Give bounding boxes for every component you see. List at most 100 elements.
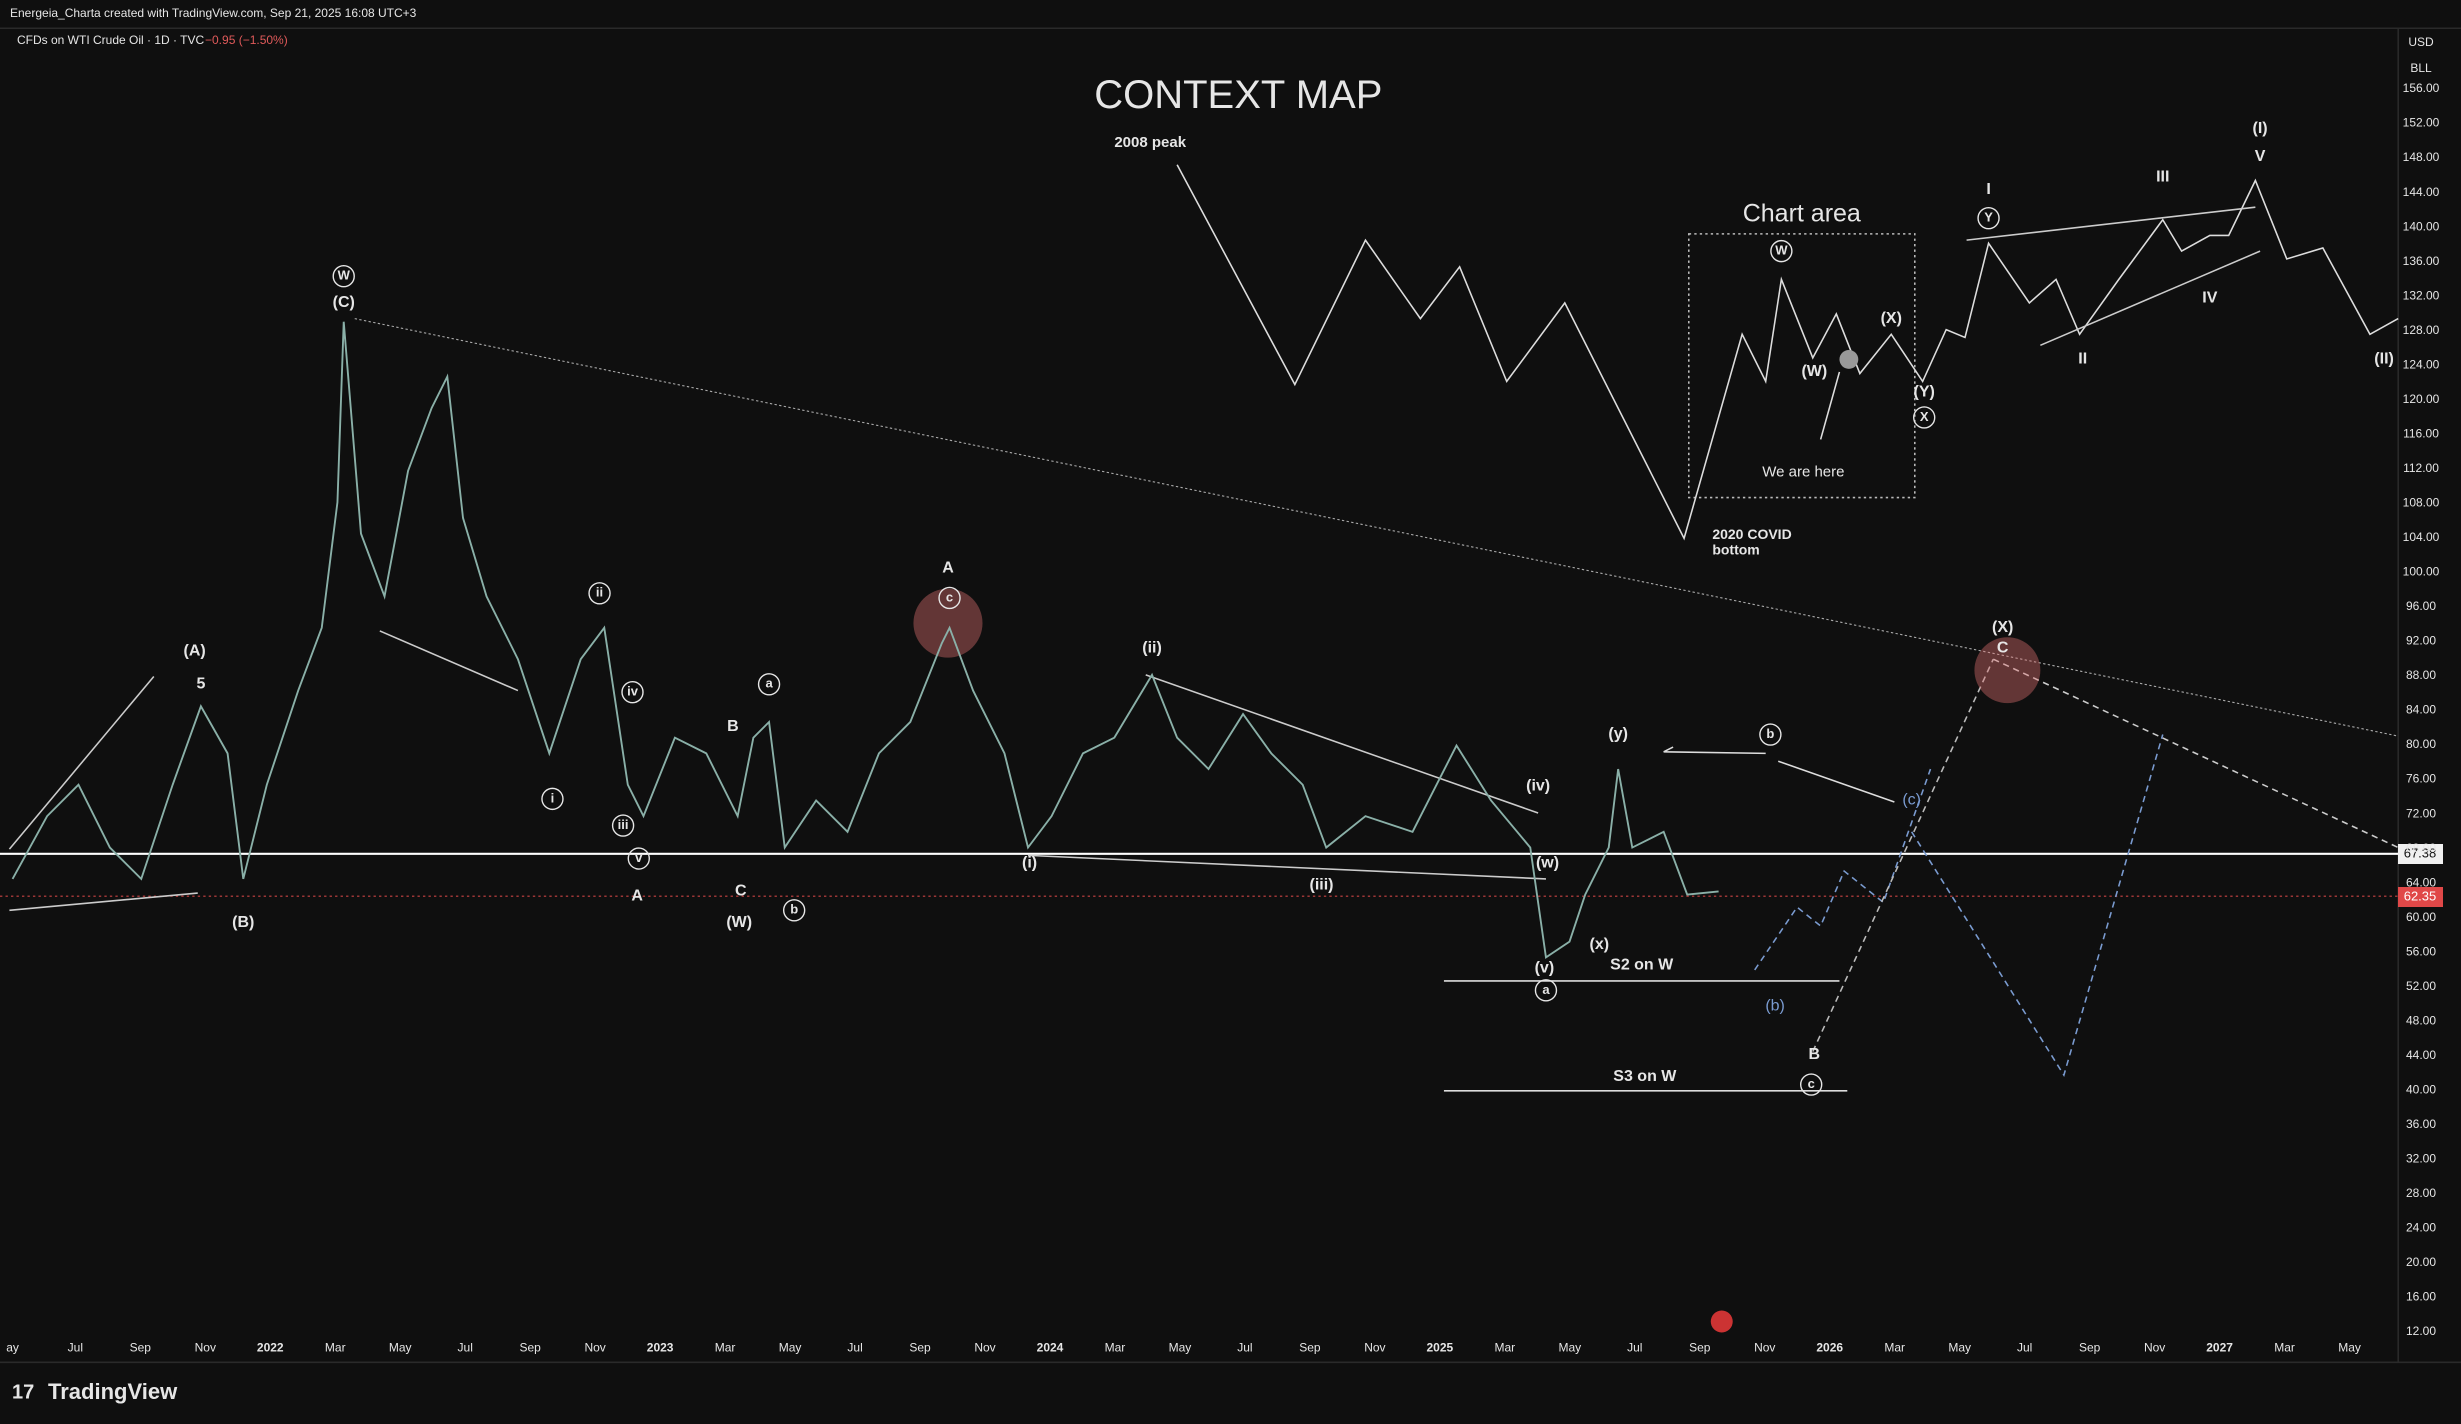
time-tick-label: Mar [2274, 1340, 2295, 1354]
price-tick-label: 32.00 [2406, 1152, 2436, 1166]
time-tick-label: Sep [2079, 1340, 2101, 1354]
price-tick-label: 56.00 [2406, 944, 2436, 958]
trendline [2040, 250, 2261, 347]
price-tick-label: 80.00 [2406, 737, 2436, 751]
time-tick-label: Jul [847, 1340, 862, 1354]
label-circle [1800, 1073, 1823, 1096]
wave-label: C [1997, 639, 2009, 656]
price-tick-label: 108.00 [2403, 496, 2440, 510]
time-tick-label: Nov [1364, 1340, 1385, 1354]
label-circle [588, 582, 611, 605]
wave-label: 5 [196, 676, 205, 693]
wave-label: We are here [1762, 463, 1844, 480]
label-circle [332, 265, 355, 288]
wave-label: bottom [1712, 542, 1759, 558]
wave-label: W [1775, 243, 1788, 258]
wave-label: X [1920, 409, 1929, 424]
wave-label: (iv) [1526, 778, 1550, 795]
time-tick-label: Nov [1754, 1340, 1775, 1354]
time-tick-label: 2027 [2206, 1340, 2233, 1354]
time-tick-label: May [1948, 1340, 1971, 1354]
price-tick-label: 112.00 [2403, 461, 2439, 475]
wave-label: b [790, 902, 798, 917]
marker [1839, 349, 1859, 369]
time-tick-label: Nov [195, 1340, 216, 1354]
change: −0.95 (−1.50%) [205, 33, 288, 47]
wave-label: C [735, 883, 747, 900]
trendline [9, 892, 198, 912]
wave-label: CONTEXT MAP [1094, 73, 1382, 117]
label-circle [757, 673, 781, 696]
price-tick-label: 20.00 [2406, 1255, 2436, 1269]
price-tick-label: 12.00 [2406, 1324, 2436, 1338]
wave-label: (x) [1590, 936, 1610, 953]
time-tick-label: 2025 [1427, 1340, 1454, 1354]
price-tick-label: 116.00 [2403, 426, 2439, 440]
wave-label: S2 on W [1610, 956, 1674, 973]
line-label-box [2398, 844, 2443, 864]
wave-label: V [2255, 148, 2266, 165]
wave-label: (c) [1902, 792, 1921, 809]
wave-label: W [338, 268, 351, 283]
trendline [8, 675, 155, 850]
price-tick-label: 48.00 [2406, 1013, 2436, 1027]
price-tick-label: 104.00 [2403, 530, 2440, 544]
time-tick-label: Sep [1299, 1340, 1321, 1354]
label-circle [1759, 723, 1782, 746]
time-tick-label: Nov [2144, 1340, 2165, 1354]
price-tick-label: 44.00 [2406, 1048, 2436, 1062]
price-tick-label: 140.00 [2403, 219, 2440, 233]
arrow [1663, 746, 1766, 755]
wave-label: B [727, 718, 739, 735]
projection [1754, 768, 1932, 971]
time-tick-label: Jul [2017, 1340, 2032, 1354]
trendline [354, 318, 2399, 737]
time-tick-label: Sep [1689, 1340, 1711, 1354]
time-tick-label: May [1169, 1340, 1192, 1354]
time-tick-label: 2023 [647, 1340, 674, 1354]
price-tick-label: 92.00 [2406, 634, 2436, 648]
price-tick-label: 72.00 [2406, 806, 2436, 820]
wave-label: c [946, 589, 953, 604]
wave-label: (ii) [1142, 639, 1162, 656]
wave-label: iii [618, 817, 629, 832]
price-tick-label: 40.00 [2406, 1082, 2436, 1096]
time-tick-label: 2022 [257, 1340, 284, 1354]
unit: BLL [2410, 61, 2432, 75]
wave-label: b [1766, 726, 1774, 741]
wave-label: IV [2202, 289, 2217, 306]
last-label: 62.35 [2404, 888, 2437, 903]
price-tick-label: 100.00 [2403, 565, 2440, 579]
wave-label: (iii) [1310, 876, 1334, 893]
wave-label: (II) [2374, 351, 2394, 368]
wave-label: (v) [1535, 960, 1555, 977]
time-tick-label: Sep [909, 1340, 931, 1354]
price-tick-label: 64.00 [2406, 875, 2436, 889]
price-tick-label: 156.00 [2403, 81, 2440, 95]
trendline [1145, 674, 1539, 814]
wave-label: (w) [1536, 854, 1559, 871]
time-tick-label: Mar [1884, 1340, 1905, 1354]
projection [1992, 658, 2399, 849]
time-tick-label: Jul [1237, 1340, 1252, 1354]
wave-label: (y) [1608, 726, 1628, 743]
price-tick-label: 24.00 [2406, 1221, 2436, 1235]
wave-label: (W) [726, 914, 752, 931]
line-label: 67.38 [2404, 845, 2437, 860]
context-path [1176, 164, 2399, 541]
wave-label: Chart area [1743, 200, 1861, 228]
price-tick-label: 76.00 [2406, 772, 2436, 786]
wave-label: B [1809, 1046, 1821, 1063]
price-tick-label: 148.00 [2403, 150, 2440, 164]
time-tick-label: Jul [1627, 1340, 1642, 1354]
label-circle [938, 586, 961, 610]
wave-label: 2020 COVID [1712, 526, 1791, 542]
label-circle [1977, 206, 2000, 230]
trendline [1027, 854, 1546, 880]
event-icon [1710, 1310, 1733, 1333]
time-tick-label: May [1558, 1340, 1581, 1354]
wave-label: (C) [333, 294, 355, 311]
wave-label: II [2078, 351, 2087, 368]
projection [1910, 734, 2164, 1078]
